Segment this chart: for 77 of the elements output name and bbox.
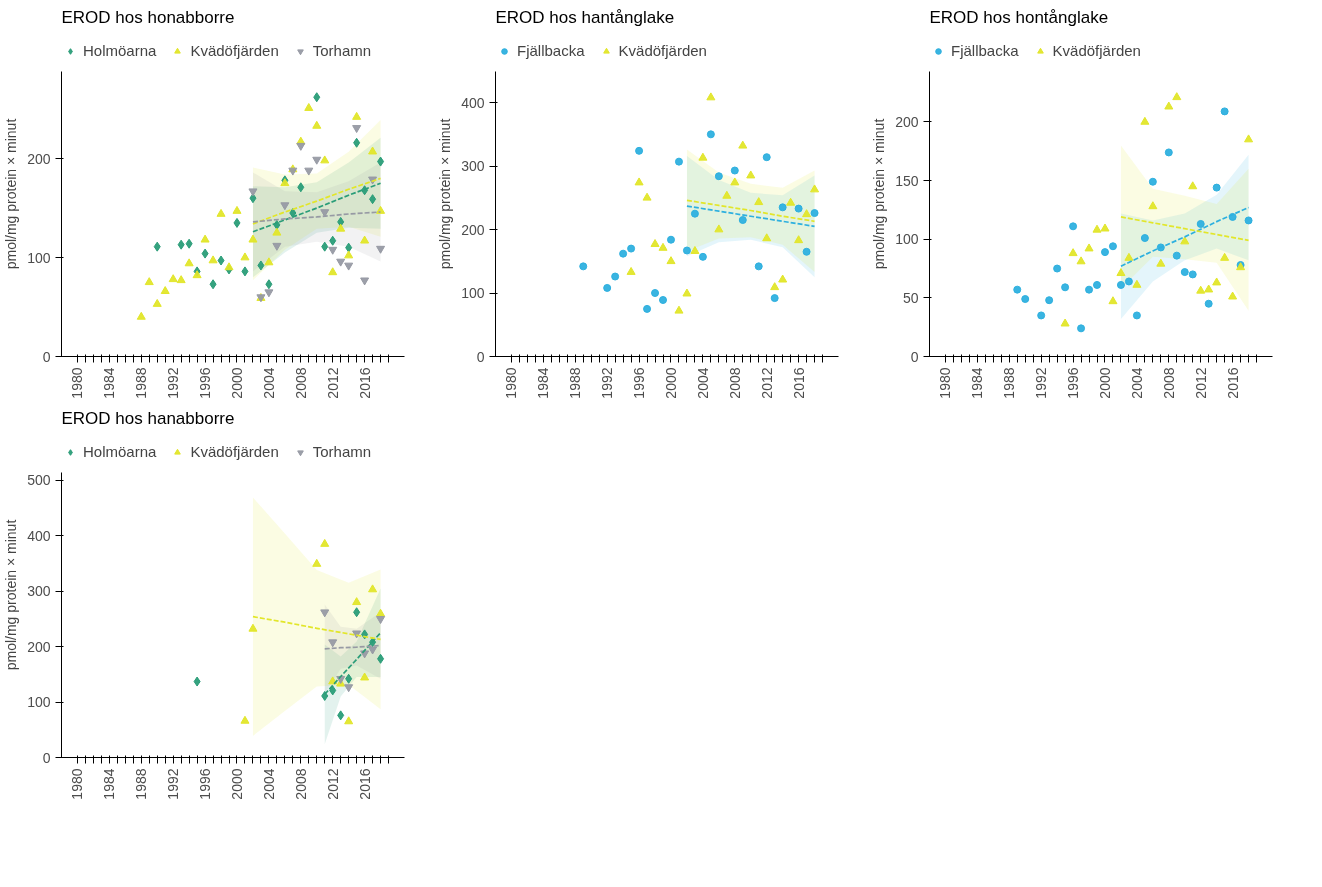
x-tick-label: 1988 bbox=[567, 367, 584, 399]
legend-label: Kvädöfjärden bbox=[190, 443, 279, 460]
legend-label: Fjällbacka bbox=[517, 42, 585, 59]
y-axis-title: pmol/mg protein × minut bbox=[437, 118, 454, 270]
x-tick-label: 1980 bbox=[69, 367, 86, 399]
chart-title: EROD hos hanabborre bbox=[61, 408, 235, 428]
x-tick-label: 1996 bbox=[1065, 367, 1082, 399]
x-tick-label: 1984 bbox=[101, 367, 118, 399]
x-tick-label: 2008 bbox=[292, 768, 309, 800]
y-tick-label: 100 bbox=[27, 249, 51, 266]
legend-label: Holmöarna bbox=[83, 443, 157, 460]
legend-label: Torhamn bbox=[312, 42, 372, 59]
x-tick-label: 1984 bbox=[101, 768, 118, 800]
y-tick-label: 50 bbox=[902, 289, 919, 306]
x-tick-label: 2016 bbox=[356, 367, 373, 399]
y-tick-label: 400 bbox=[461, 94, 485, 111]
x-tick-label: 2008 bbox=[726, 367, 743, 399]
x-tick-label: 1992 bbox=[165, 768, 182, 800]
x-tick-label: 1980 bbox=[69, 768, 86, 800]
x-tick-label: 2012 bbox=[324, 768, 341, 800]
x-tick-label: 1988 bbox=[133, 367, 150, 399]
x-tick-label: 1992 bbox=[599, 367, 616, 399]
legend-label: Kvädöfjärden bbox=[1052, 42, 1141, 59]
y-axis-title: pmol/mg protein × minut bbox=[3, 118, 20, 270]
y-axis-title: pmol/mg protein × minut bbox=[871, 118, 888, 270]
y-tick-label: 0 bbox=[910, 348, 919, 365]
x-tick-label: 1992 bbox=[1033, 367, 1050, 399]
y-tick-label: 400 bbox=[27, 527, 51, 544]
y-tick-label: 0 bbox=[476, 348, 485, 365]
x-tick-label: 1996 bbox=[197, 367, 214, 399]
y-tick-label: 150 bbox=[895, 172, 919, 189]
chart-title: EROD hos hantånglake bbox=[495, 7, 675, 27]
x-tick-label: 2008 bbox=[292, 367, 309, 399]
x-tick-label: 2000 bbox=[228, 367, 245, 399]
x-tick-label: 1996 bbox=[631, 367, 648, 399]
legend-label: Kvädöfjärden bbox=[618, 42, 707, 59]
x-tick-label: 2016 bbox=[356, 768, 373, 800]
x-tick-label: 2000 bbox=[228, 768, 245, 800]
x-tick-label: 1996 bbox=[197, 768, 214, 800]
x-tick-label: 1980 bbox=[937, 367, 954, 399]
x-tick-label: 2016 bbox=[1224, 367, 1241, 399]
x-tick-label: 2012 bbox=[1192, 367, 1209, 399]
x-tick-label: 2004 bbox=[260, 367, 277, 399]
y-tick-label: 0 bbox=[42, 348, 51, 365]
y-tick-label: 300 bbox=[27, 583, 51, 600]
x-tick-label: 2008 bbox=[1160, 367, 1177, 399]
legend-label: Kvädöfjärden bbox=[190, 42, 279, 59]
x-tick-label: 2012 bbox=[324, 367, 341, 399]
x-tick-label: 1992 bbox=[165, 367, 182, 399]
y-tick-label: 100 bbox=[27, 694, 51, 711]
y-axis-title: pmol/mg protein × minut bbox=[3, 519, 20, 671]
y-tick-label: 100 bbox=[461, 285, 485, 302]
y-tick-label: 200 bbox=[27, 638, 51, 655]
legend-label: Holmöarna bbox=[83, 42, 157, 59]
x-tick-label: 2004 bbox=[1128, 367, 1145, 399]
x-tick-label: 1988 bbox=[133, 768, 150, 800]
y-tick-label: 300 bbox=[461, 158, 485, 175]
x-tick-label: 1984 bbox=[535, 367, 552, 399]
x-tick-label: 2000 bbox=[1096, 367, 1113, 399]
y-tick-label: 100 bbox=[895, 231, 919, 248]
legend-label: Torhamn bbox=[312, 443, 372, 460]
x-tick-label: 1980 bbox=[503, 367, 520, 399]
x-tick-label: 2000 bbox=[662, 367, 679, 399]
y-tick-label: 200 bbox=[461, 221, 485, 238]
x-tick-label: 2016 bbox=[790, 367, 807, 399]
y-tick-label: 200 bbox=[895, 113, 919, 130]
legend-label: Fjällbacka bbox=[951, 42, 1019, 59]
chart-title: EROD hos hontånglake bbox=[929, 7, 1109, 27]
chart-title: EROD hos honabborre bbox=[61, 7, 235, 27]
y-tick-label: 500 bbox=[27, 472, 51, 489]
x-tick-label: 1984 bbox=[969, 367, 986, 399]
x-tick-label: 2012 bbox=[758, 367, 775, 399]
x-tick-label: 2004 bbox=[694, 367, 711, 399]
x-tick-label: 1988 bbox=[1001, 367, 1018, 399]
y-tick-label: 200 bbox=[27, 150, 51, 167]
x-tick-label: 2004 bbox=[260, 768, 277, 800]
y-tick-label: 0 bbox=[42, 749, 51, 766]
